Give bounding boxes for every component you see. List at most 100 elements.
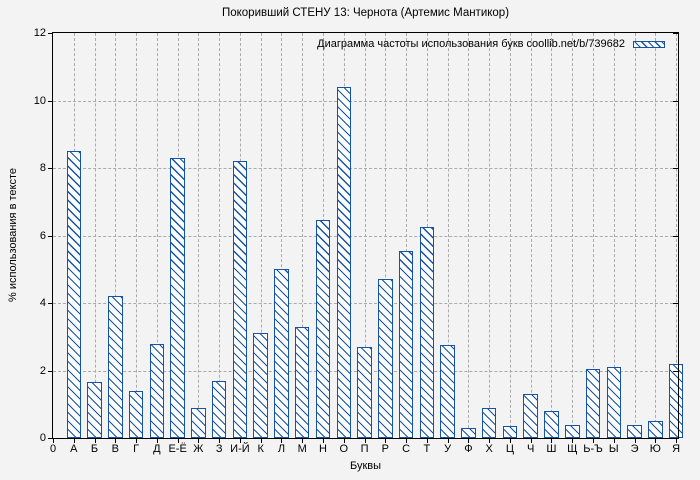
x-tick-label: В bbox=[111, 443, 119, 455]
bar-А bbox=[66, 151, 82, 438]
x-tick bbox=[385, 438, 387, 443]
x-tick-label: Ц bbox=[505, 443, 514, 455]
x-tick bbox=[634, 438, 636, 443]
x-tick-label: О bbox=[339, 443, 349, 455]
x-tick-label: И-Й bbox=[230, 443, 250, 455]
v-gridline bbox=[447, 33, 449, 438]
bar-Ш bbox=[544, 411, 559, 438]
v-gridline bbox=[156, 33, 158, 438]
x-tick-label: Ж bbox=[193, 443, 204, 455]
chart-title: Покоривший СТЕНУ 13: Чернота (Артемис Ма… bbox=[221, 7, 510, 19]
y-tick bbox=[48, 438, 53, 439]
y-tick-mirror bbox=[673, 370, 678, 372]
y-tick-mirror bbox=[673, 235, 678, 237]
x-tick bbox=[551, 438, 553, 443]
x-tick bbox=[73, 438, 75, 443]
v-gridline bbox=[198, 33, 200, 438]
v-gridline bbox=[593, 33, 595, 438]
x-tick bbox=[115, 438, 117, 443]
x-tick bbox=[509, 438, 511, 443]
x-tick-label: М bbox=[297, 443, 307, 455]
y-tick bbox=[48, 303, 53, 304]
x-tick-label: Х bbox=[485, 443, 493, 455]
y-tick-label: 4 bbox=[39, 297, 46, 309]
y-tick-label: 0 bbox=[39, 432, 46, 444]
bar-Б bbox=[87, 382, 102, 438]
v-gridline bbox=[219, 33, 221, 438]
x-tick bbox=[426, 438, 428, 443]
x-tick bbox=[281, 438, 283, 443]
v-gridline bbox=[634, 33, 636, 438]
x-tick-label: Ш bbox=[546, 443, 557, 455]
v-gridline bbox=[551, 33, 553, 438]
x-tick bbox=[655, 438, 657, 443]
x-tick-label: Ь-Ъ bbox=[583, 443, 603, 455]
x-axis-label: Буквы bbox=[349, 460, 382, 472]
bar-Л bbox=[274, 269, 289, 438]
plot-area: Диаграмма частоты использования букв coo… bbox=[53, 33, 684, 439]
y-tick bbox=[48, 370, 53, 372]
y-tick bbox=[48, 168, 53, 169]
x-tick bbox=[260, 438, 262, 443]
x-tick bbox=[136, 438, 138, 443]
x-tick bbox=[406, 438, 408, 443]
x-tick bbox=[489, 438, 491, 443]
bar-Н bbox=[315, 220, 331, 438]
bar-Р bbox=[378, 279, 393, 438]
bar-З bbox=[211, 380, 227, 438]
x-tick-label: Н bbox=[319, 443, 327, 455]
x-tick-label: П bbox=[360, 443, 369, 455]
x-tick-label: Д bbox=[153, 443, 161, 455]
v-gridline bbox=[260, 33, 262, 438]
x-tick bbox=[323, 438, 324, 443]
x-tick bbox=[239, 438, 241, 443]
legend: Диаграмма частоты использования букв coo… bbox=[317, 38, 665, 50]
x-tick-origin bbox=[53, 438, 54, 443]
bar-Ь-Ъ bbox=[585, 368, 601, 438]
x-tick bbox=[302, 438, 304, 443]
bar-Щ bbox=[565, 424, 580, 438]
x-tick-label-origin: 0 bbox=[49, 443, 57, 455]
bar-О bbox=[336, 87, 352, 438]
bar-Г bbox=[128, 390, 144, 438]
x-tick-label: Щ bbox=[567, 443, 578, 455]
v-gridline bbox=[406, 33, 408, 438]
bar-Ы bbox=[606, 367, 622, 438]
x-tick-label: К bbox=[257, 443, 264, 455]
x-tick-label: С bbox=[402, 443, 411, 455]
x-tick bbox=[219, 438, 221, 443]
v-gridline bbox=[530, 33, 532, 438]
bar-Д bbox=[149, 343, 165, 438]
y-tick-label: 8 bbox=[39, 162, 46, 174]
bar-К bbox=[253, 333, 268, 438]
x-tick bbox=[676, 438, 678, 443]
bar-Ч bbox=[523, 394, 538, 438]
bar-В bbox=[108, 296, 123, 438]
y-tick bbox=[48, 33, 53, 34]
x-tick bbox=[613, 438, 615, 443]
y-tick bbox=[48, 100, 53, 102]
v-gridline bbox=[385, 33, 387, 438]
y-tick-mirror bbox=[673, 303, 678, 304]
v-gridline bbox=[94, 33, 96, 438]
v-gridline bbox=[572, 33, 574, 438]
y-tick-label: 6 bbox=[39, 229, 46, 242]
bar-Х bbox=[481, 407, 497, 438]
x-tick bbox=[343, 438, 345, 443]
bar-Ц bbox=[502, 426, 518, 438]
bar-Ж bbox=[191, 407, 206, 438]
y-tick-label: 12 bbox=[33, 27, 46, 39]
y-tick-mirror bbox=[673, 168, 678, 169]
bar-С bbox=[398, 250, 414, 438]
x-tick-label: Я bbox=[672, 443, 681, 455]
legend-swatch-icon bbox=[633, 40, 665, 48]
x-tick-label: Ю bbox=[649, 443, 661, 455]
v-gridline bbox=[489, 33, 491, 438]
x-tick bbox=[572, 438, 574, 443]
bar-М bbox=[294, 326, 310, 438]
y-tick-mirror bbox=[673, 33, 678, 34]
x-tick bbox=[447, 438, 449, 443]
x-tick bbox=[156, 438, 158, 443]
v-gridline bbox=[468, 33, 470, 438]
